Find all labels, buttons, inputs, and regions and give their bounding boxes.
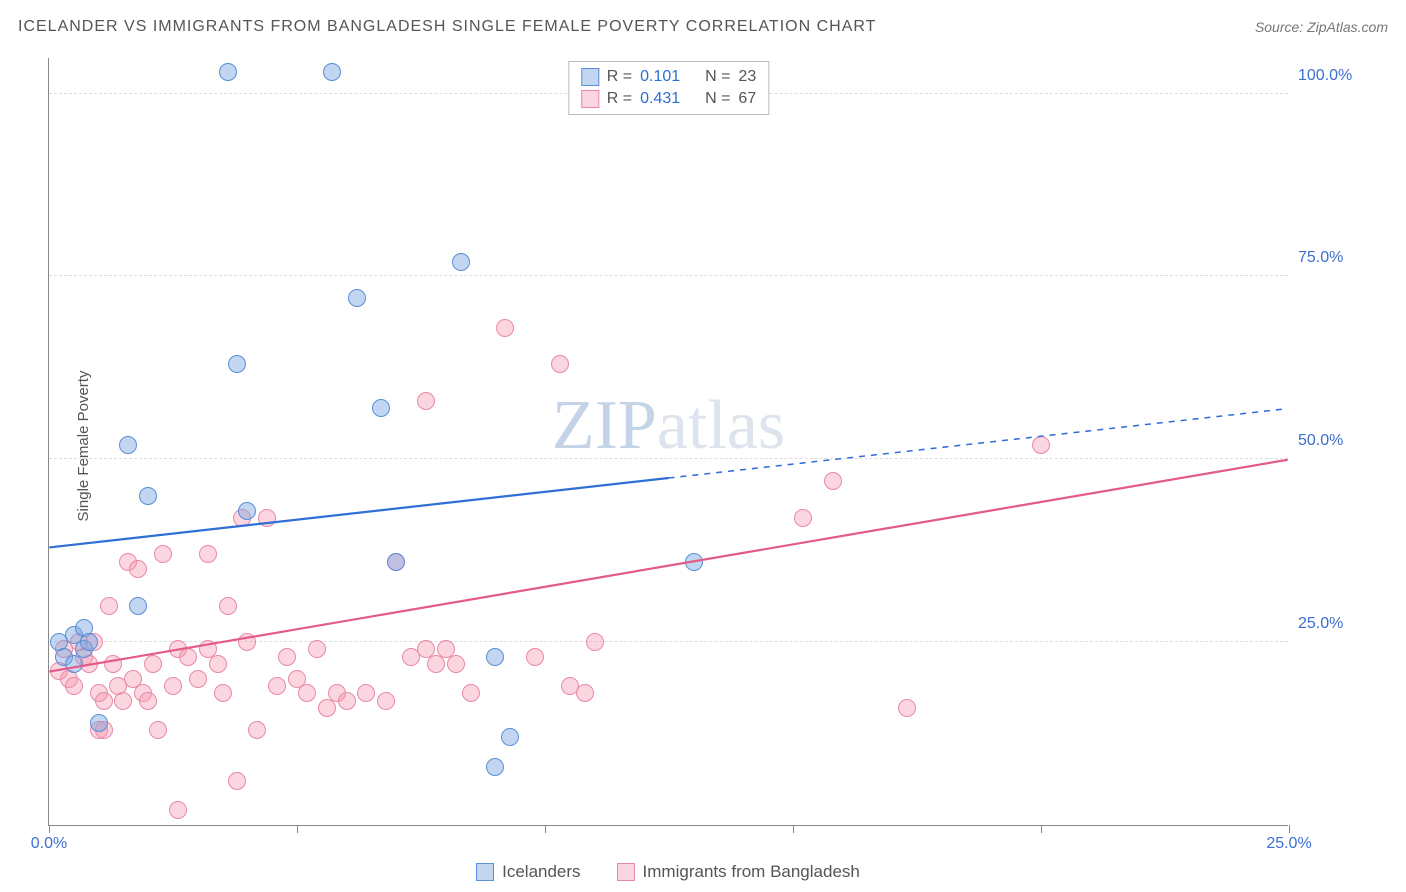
chart-title: ICELANDER VS IMMIGRANTS FROM BANGLADESH …: [18, 18, 876, 36]
y-tick-label: 100.0%: [1298, 67, 1388, 85]
data-point: [199, 545, 217, 563]
n-value-blue: 23: [738, 68, 756, 86]
data-point: [119, 436, 137, 454]
data-point: [348, 289, 366, 307]
data-point: [90, 714, 108, 732]
regression-lines: [49, 58, 1288, 825]
legend-row-pink: R = 0.431 N = 67: [581, 88, 756, 110]
gridline: [49, 641, 1288, 642]
legend-label-blue: Icelanders: [502, 862, 580, 882]
data-point: [129, 597, 147, 615]
data-point: [65, 677, 83, 695]
x-tick: [793, 825, 794, 833]
data-point: [501, 728, 519, 746]
data-point: [228, 355, 246, 373]
data-point: [169, 801, 187, 819]
x-tick: [49, 825, 50, 833]
chart-header: ICELANDER VS IMMIGRANTS FROM BANGLADESH …: [18, 18, 1388, 36]
data-point: [486, 648, 504, 666]
data-point: [129, 560, 147, 578]
y-tick-label: 75.0%: [1298, 249, 1388, 267]
data-point: [154, 545, 172, 563]
data-point: [357, 684, 375, 702]
data-point: [278, 648, 296, 666]
x-tick-label: 0.0%: [31, 835, 67, 853]
data-point: [447, 655, 465, 673]
r-value-pink: 0.431: [640, 90, 680, 108]
data-point: [80, 633, 98, 651]
data-point: [219, 63, 237, 81]
x-tick: [1289, 825, 1290, 833]
data-point: [685, 553, 703, 571]
x-tick: [1041, 825, 1042, 833]
data-point: [268, 677, 286, 695]
scatter-plot-area: ZIPatlas R = 0.101 N = 23 R = 0.431 N = …: [48, 58, 1288, 826]
data-point: [417, 392, 435, 410]
data-point: [228, 772, 246, 790]
data-point: [114, 692, 132, 710]
data-point: [104, 655, 122, 673]
data-point: [794, 509, 812, 527]
y-tick-label: 25.0%: [1298, 615, 1388, 633]
data-point: [576, 684, 594, 702]
data-point: [338, 692, 356, 710]
data-point: [377, 692, 395, 710]
data-point: [496, 319, 514, 337]
data-point: [100, 597, 118, 615]
data-point: [219, 597, 237, 615]
gridline: [49, 275, 1288, 276]
y-tick-label: 50.0%: [1298, 432, 1388, 450]
data-point: [179, 648, 197, 666]
x-tick: [297, 825, 298, 833]
data-point: [139, 692, 157, 710]
data-point: [164, 677, 182, 695]
data-point: [372, 399, 390, 417]
swatch-blue-icon: [581, 68, 599, 86]
legend-item-pink: Immigrants from Bangladesh: [617, 862, 860, 882]
data-point: [898, 699, 916, 717]
correlation-legend: R = 0.101 N = 23 R = 0.431 N = 67: [568, 61, 769, 115]
swatch-pink-icon: [617, 863, 635, 881]
legend-item-blue: Icelanders: [476, 862, 580, 882]
r-value-blue: 0.101: [640, 68, 680, 86]
data-point: [526, 648, 544, 666]
legend-row-blue: R = 0.101 N = 23: [581, 66, 756, 88]
data-point: [1032, 436, 1050, 454]
data-point: [189, 670, 207, 688]
data-point: [238, 633, 256, 651]
data-point: [462, 684, 480, 702]
chart-source: Source: ZipAtlas.com: [1255, 19, 1388, 35]
x-tick-label: 25.0%: [1266, 835, 1311, 853]
x-tick: [545, 825, 546, 833]
data-point: [209, 655, 227, 673]
data-point: [486, 758, 504, 776]
series-legend: Icelanders Immigrants from Bangladesh: [48, 862, 1288, 882]
data-point: [298, 684, 316, 702]
gridline: [49, 458, 1288, 459]
watermark: ZIPatlas: [552, 386, 785, 466]
data-point: [144, 655, 162, 673]
data-point: [586, 633, 604, 651]
data-point: [387, 553, 405, 571]
n-value-pink: 67: [738, 90, 756, 108]
data-point: [214, 684, 232, 702]
data-point: [551, 355, 569, 373]
data-point: [139, 487, 157, 505]
data-point: [238, 502, 256, 520]
data-point: [452, 253, 470, 271]
swatch-pink-icon: [581, 90, 599, 108]
legend-label-pink: Immigrants from Bangladesh: [643, 862, 860, 882]
data-point: [258, 509, 276, 527]
data-point: [824, 472, 842, 490]
data-point: [248, 721, 266, 739]
data-point: [323, 63, 341, 81]
data-point: [95, 692, 113, 710]
data-point: [308, 640, 326, 658]
swatch-blue-icon: [476, 863, 494, 881]
data-point: [149, 721, 167, 739]
